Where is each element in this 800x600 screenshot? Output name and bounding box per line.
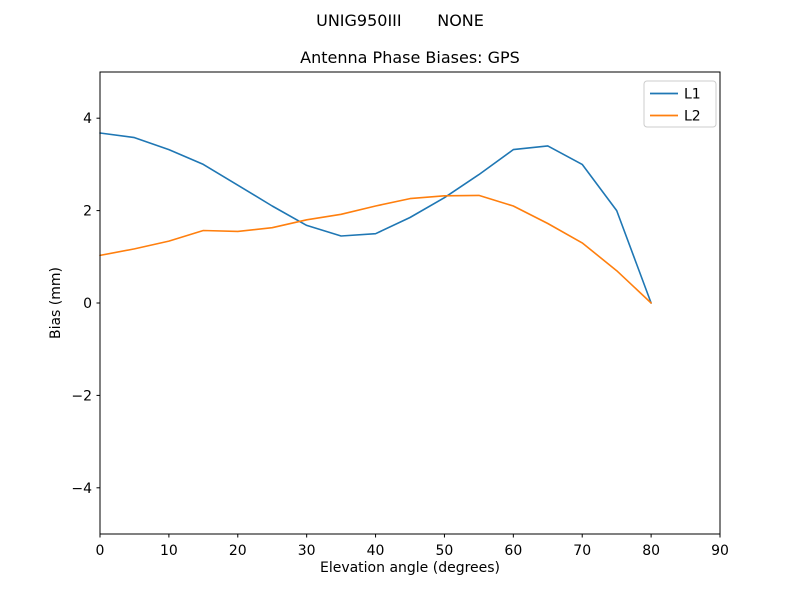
x-tick-label: 70 — [573, 543, 591, 559]
x-tick-label: 90 — [711, 543, 729, 559]
x-tick-label: 50 — [436, 543, 454, 559]
figure-suptitle: UNIG950III NONE — [316, 11, 484, 30]
x-tick-label: 60 — [504, 543, 522, 559]
y-axis-label: Bias (mm) — [48, 267, 64, 339]
legend-label-L2: L2 — [684, 109, 701, 125]
y-tick-label: −4 — [71, 481, 92, 497]
line-L2 — [99, 194, 652, 304]
y-tick-label: 2 — [83, 204, 92, 220]
x-tick-label: 40 — [367, 543, 385, 559]
legend-label-L1: L1 — [684, 87, 701, 103]
x-axis-label: Elevation angle (degrees) — [320, 560, 500, 576]
y-tick-label: 0 — [83, 296, 92, 312]
x-tick-label: 80 — [642, 543, 660, 559]
series-lines — [99, 132, 652, 304]
line-L1 — [99, 132, 652, 304]
y-axis-ticks: −4 −2 0 2 4 — [71, 111, 100, 497]
legend-frame — [643, 80, 717, 128]
y-tick-label: 4 — [83, 111, 92, 127]
x-tick-label: 30 — [298, 543, 316, 559]
x-axis-ticks: 0 10 20 30 40 50 60 70 80 90 — [96, 534, 729, 559]
x-tick-label: 0 — [96, 543, 105, 559]
x-tick-label: 20 — [229, 543, 247, 559]
plot-frame — [99, 71, 721, 535]
y-tick-label: −2 — [71, 388, 92, 404]
x-tick-label: 10 — [160, 543, 178, 559]
axes-title: Antenna Phase Biases: GPS — [300, 48, 520, 67]
